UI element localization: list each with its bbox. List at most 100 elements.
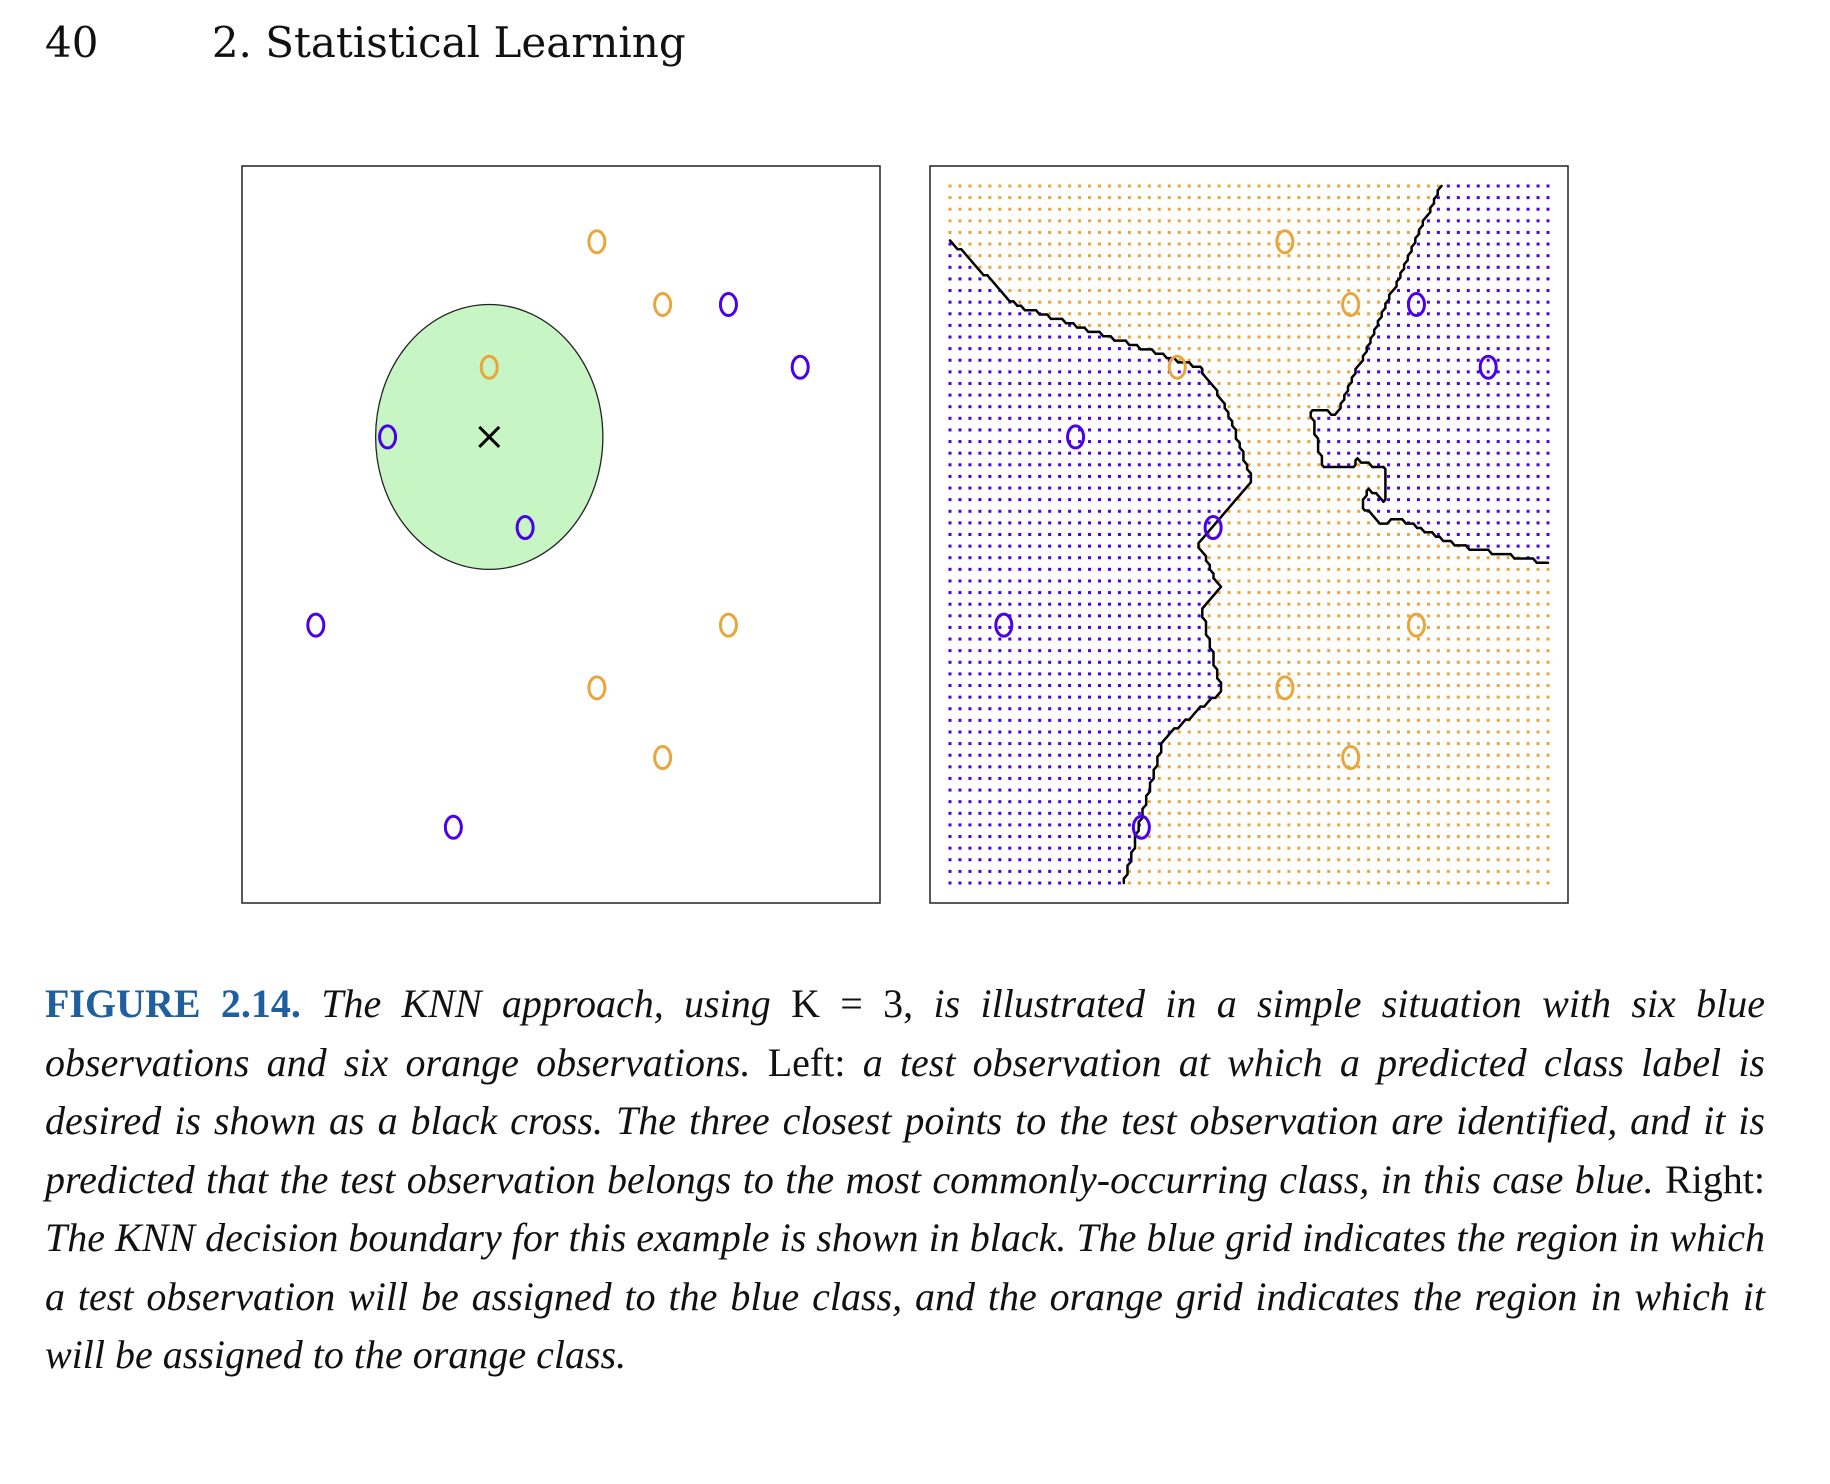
grid-dot-blue <box>1466 381 1470 385</box>
grid-dot-blue <box>948 579 952 583</box>
grid-dot-blue <box>988 672 992 676</box>
grid-dot-orange <box>1516 800 1520 804</box>
grid-dot-orange <box>1317 602 1321 606</box>
grid-dot-blue <box>988 567 992 571</box>
grid-dot-blue <box>968 591 972 595</box>
grid-dot-orange <box>1237 544 1241 548</box>
grid-dot-orange <box>1187 254 1191 258</box>
grid-dot-orange <box>1377 835 1381 839</box>
grid-dot-orange <box>1466 567 1470 571</box>
grid-dot-blue <box>1048 381 1052 385</box>
grid-dot-blue <box>1107 707 1111 711</box>
grid-dot-orange <box>1436 591 1440 595</box>
grid-dot-orange <box>1426 730 1430 734</box>
grid-dot-blue <box>1008 765 1012 769</box>
grid-dot-blue <box>1088 347 1092 351</box>
grid-dot-blue <box>1008 695 1012 699</box>
grid-dot-orange <box>1247 718 1251 722</box>
grid-dot-orange <box>1486 614 1490 618</box>
grid-dot-blue <box>1068 695 1072 699</box>
grid-dot-orange <box>1078 289 1082 293</box>
grid-dot-orange <box>1187 800 1191 804</box>
grid-dot-orange <box>1137 265 1141 269</box>
grid-dot-blue <box>1177 567 1181 571</box>
grid-dot-blue <box>968 312 972 316</box>
grid-dot-orange <box>1157 207 1161 211</box>
grid-dot-orange <box>1476 556 1480 560</box>
grid-dot-blue <box>1088 869 1092 873</box>
grid-dot-blue <box>1466 451 1470 455</box>
grid-dot-blue <box>988 602 992 606</box>
grid-dot-blue <box>988 358 992 362</box>
grid-dot-orange <box>1317 533 1321 536</box>
grid-dot-blue <box>1476 544 1480 548</box>
grid-dot-orange <box>1337 335 1341 339</box>
grid-dot-orange <box>1317 637 1321 641</box>
grid-dot-blue <box>998 335 1002 339</box>
grid-dot-orange <box>1267 718 1271 722</box>
grid-dot-orange <box>1267 579 1271 583</box>
grid-dot-blue <box>1147 707 1151 711</box>
grid-dot-blue <box>1137 718 1141 722</box>
grid-dot-orange <box>1486 684 1490 688</box>
grid-dot-blue <box>998 776 1002 780</box>
grid-dot-orange <box>1486 765 1490 769</box>
grid-dot-orange <box>1267 567 1271 571</box>
grid-dot-orange <box>1277 405 1281 409</box>
grid-dot-orange <box>1307 602 1311 606</box>
grid-dot-orange <box>1187 335 1191 339</box>
grid-dot-blue <box>1147 556 1151 560</box>
grid-dot-orange <box>1516 602 1520 606</box>
grid-dot-orange <box>1157 277 1161 281</box>
grid-dot-orange <box>1237 869 1241 873</box>
grid-dot-blue <box>1048 544 1052 548</box>
grid-dot-orange <box>1297 765 1301 769</box>
grid-dot-blue <box>968 649 972 653</box>
grid-dot-blue <box>1088 672 1092 676</box>
grid-dot-orange <box>1197 277 1201 281</box>
grid-dot-orange <box>1167 335 1171 339</box>
grid-dot-orange <box>1267 219 1271 223</box>
grid-dot-orange <box>1357 323 1361 327</box>
grid-dot-blue <box>1536 521 1540 525</box>
grid-dot-blue <box>1526 474 1530 478</box>
grid-dot-blue <box>988 556 992 560</box>
grid-dot-orange <box>1197 358 1201 362</box>
grid-dot-orange <box>1337 858 1341 862</box>
grid-dot-blue <box>978 614 982 618</box>
grid-dot-blue <box>1107 567 1111 571</box>
grid-dot-blue <box>1466 474 1470 478</box>
grid-dot-orange <box>1516 788 1520 792</box>
grid-dot-blue <box>1117 347 1121 351</box>
grid-dot-blue <box>1018 730 1022 734</box>
grid-dot-blue <box>1197 486 1201 490</box>
grid-dot-orange <box>1337 753 1341 757</box>
grid-dot-orange <box>1436 881 1440 885</box>
grid-dot-blue <box>1048 753 1052 757</box>
grid-dot-orange <box>1337 323 1341 327</box>
grid-dot-blue <box>1018 393 1022 397</box>
grid-dot-blue <box>948 718 952 722</box>
grid-dot-orange <box>1496 858 1500 862</box>
grid-dot-orange <box>1546 753 1550 757</box>
grid-dot-blue <box>1127 567 1131 571</box>
grid-dot-orange <box>1217 381 1221 385</box>
grid-dot-orange <box>1068 207 1072 211</box>
grid-dot-orange <box>1257 788 1261 792</box>
grid-dot-orange <box>1436 602 1440 606</box>
grid-dot-blue <box>1516 207 1520 211</box>
grid-dot-blue <box>1048 451 1052 455</box>
grid-dot-orange <box>1337 289 1341 293</box>
grid-dot-orange <box>1247 730 1251 734</box>
grid-dot-orange <box>1347 742 1351 746</box>
grid-dot-blue <box>1098 846 1101 850</box>
grid-dot-blue <box>1107 358 1111 362</box>
grid-dot-blue <box>1137 451 1141 455</box>
grid-dot-blue <box>1098 463 1101 467</box>
grid-dot-orange <box>1307 823 1311 827</box>
grid-dot-orange <box>1197 265 1201 269</box>
grid-dot-orange <box>1247 602 1251 606</box>
grid-dot-blue <box>978 544 982 548</box>
grid-dot-blue <box>988 637 992 641</box>
grid-dot-orange <box>1377 474 1381 478</box>
